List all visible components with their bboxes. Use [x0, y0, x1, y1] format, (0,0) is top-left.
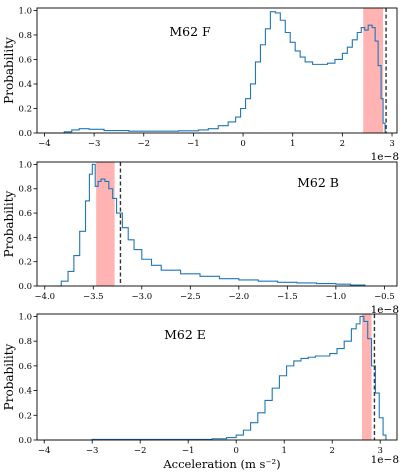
shaded-band — [361, 314, 372, 440]
x-tick-label: 3 — [377, 446, 382, 456]
x-axis-label: Acceleration (m s⁻²) — [162, 457, 280, 471]
y-tick-label: 0.8 — [18, 337, 32, 347]
y-tick-label: 0.2 — [18, 411, 32, 421]
y-tick-label: 1.0 — [18, 160, 32, 170]
x-tick-label: 0 — [240, 139, 245, 149]
panel-label: M62 B — [297, 175, 339, 190]
panel-m62-e: −4 −3 −2 −1 0 1 2 3 0.0 0.2 0.4 0.6 0.8 1.0 Probabilit… — [2, 312, 399, 471]
x-tick-label: 1 — [290, 139, 295, 149]
y-tick-label: 0.0 — [18, 129, 32, 139]
x-tick-label: 3 — [389, 139, 394, 149]
y-tick-label: 1.0 — [18, 6, 32, 16]
x-tick-label: −4.0 — [34, 292, 55, 302]
axis-offset-text: 1e−8 — [371, 151, 399, 163]
panel-label: M62 F — [169, 24, 211, 39]
x-tick-label: −1 — [187, 139, 200, 149]
y-axis-label: Probability — [2, 343, 16, 410]
plot-frame — [36, 161, 398, 287]
y-tick-label: 0.6 — [18, 209, 32, 219]
x-tick-label: −3 — [88, 139, 101, 149]
x-tick-label: −0.5 — [374, 292, 395, 302]
y-tick-label: 0.6 — [18, 362, 32, 372]
x-tick-label: −2 — [134, 446, 147, 456]
y-tick-label: 1.0 — [18, 312, 32, 322]
y-axis-label: Probability — [2, 190, 16, 257]
shaded-band — [96, 162, 115, 286]
y-tick-label: 0.4 — [18, 233, 32, 243]
y-tick-label: 0.4 — [18, 80, 32, 90]
axis-offset-text: 1e−8 — [371, 304, 399, 316]
x-tick-label: −2.5 — [180, 292, 201, 302]
x-tick-label: 2 — [340, 139, 345, 149]
x-tick-label: 1 — [281, 446, 286, 456]
y-tick-label: 0.8 — [18, 185, 32, 195]
axis-offset-text: 1e−8 — [371, 454, 399, 466]
y-axis-label: Probability — [2, 37, 16, 104]
x-tick-label: 0 — [233, 446, 238, 456]
x-tick-label: −4 — [38, 446, 51, 456]
y-tick-label: 0.2 — [18, 104, 32, 114]
histogram-series — [44, 11, 386, 134]
plot-frame — [36, 313, 398, 441]
panel-label: M62 E — [164, 327, 206, 342]
plot-frame — [36, 7, 398, 134]
x-tick-label: 2 — [329, 446, 334, 456]
histogram-series — [44, 315, 387, 441]
x-tick-label: −2.0 — [229, 292, 250, 302]
shaded-band — [363, 8, 384, 133]
y-tick-label: 0.0 — [18, 436, 32, 446]
y-tick-label: 0.2 — [18, 258, 32, 268]
x-tick-label: −2 — [137, 139, 150, 149]
x-tick-label: −4 — [38, 139, 51, 149]
x-tick-label: −1 — [182, 446, 195, 456]
x-tick-label: −3 — [86, 446, 99, 456]
y-tick-label: 0.0 — [18, 282, 32, 292]
y-tick-label: 0.6 — [18, 55, 32, 65]
x-tick-label: −1.5 — [277, 292, 298, 302]
y-tick-label: 0.4 — [18, 387, 32, 397]
panel-m62-b: −4.0 −3.5 −3.0 −2.5 −2.0 −1.5 −1.0 −0.5 0.0 0.2 0.… — [2, 160, 399, 316]
y-tick-label: 0.8 — [18, 31, 32, 41]
x-tick-label: −3.0 — [131, 292, 152, 302]
x-tick-label: −3.5 — [83, 292, 104, 302]
panel-m62-f: −4 −3 −2 −1 0 1 2 3 0.0 0.2 0.4 0.6 0.8 1.0 Probabilit… — [2, 6, 399, 163]
x-tick-label: −1.0 — [326, 292, 347, 302]
histogram-series — [54, 163, 366, 287]
